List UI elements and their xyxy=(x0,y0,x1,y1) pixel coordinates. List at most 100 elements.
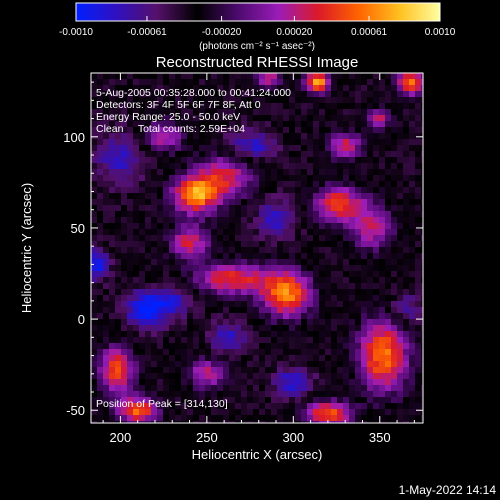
heatmap-cell xyxy=(283,79,290,86)
heatmap-cell xyxy=(187,145,194,152)
heatmap-cell xyxy=(151,295,158,302)
heatmap-cell xyxy=(145,313,152,320)
heatmap-cell xyxy=(343,163,350,170)
heatmap-cell xyxy=(373,91,380,98)
heatmap-cell xyxy=(127,403,134,410)
heatmap-cell xyxy=(187,85,194,92)
heatmap-cell xyxy=(385,367,392,374)
heatmap-cell xyxy=(403,235,410,242)
heatmap-cell xyxy=(97,259,104,266)
heatmap-cell xyxy=(301,181,308,188)
heatmap-cell xyxy=(385,391,392,398)
heatmap-cell xyxy=(103,319,110,326)
heatmap-cell xyxy=(217,403,224,410)
heatmap-cell xyxy=(133,205,140,212)
colorbar-tick-label: -0.00020 xyxy=(202,27,242,38)
heatmap-cell xyxy=(337,391,344,398)
heatmap-cell xyxy=(397,145,404,152)
heatmap-cell xyxy=(229,127,236,134)
heatmap-cell xyxy=(217,175,224,182)
heatmap-cell xyxy=(361,121,368,128)
heatmap-cell xyxy=(301,109,308,116)
heatmap-cell xyxy=(127,289,134,296)
heatmap-cell xyxy=(283,373,290,380)
heatmap-cell xyxy=(187,115,194,122)
heatmap-cell xyxy=(271,319,278,326)
heatmap-cell xyxy=(307,133,314,140)
heatmap-cell xyxy=(193,331,200,338)
heatmap-cell xyxy=(91,175,98,182)
heatmap-cell xyxy=(175,121,182,128)
heatmap-cell xyxy=(151,223,158,230)
heatmap-cell xyxy=(97,355,104,362)
heatmap-cell xyxy=(295,403,302,410)
heatmap-cell xyxy=(175,151,182,158)
heatmap-cell xyxy=(163,163,170,170)
heatmap-cell xyxy=(319,145,326,152)
heatmap-cell xyxy=(337,91,344,98)
heatmap-cell xyxy=(277,223,284,230)
heatmap-cell xyxy=(205,145,212,152)
heatmap-cell xyxy=(409,133,416,140)
heatmap-cell xyxy=(367,343,374,350)
heatmap-cell xyxy=(259,337,266,344)
heatmap-cell xyxy=(97,175,104,182)
heatmap-cell xyxy=(109,79,116,86)
heatmap-cell xyxy=(325,103,332,110)
heatmap-cell xyxy=(187,415,194,422)
heatmap-cell xyxy=(403,247,410,254)
heatmap-cell xyxy=(265,187,272,194)
heatmap-cell xyxy=(97,205,104,212)
heatmap-cell xyxy=(265,307,272,314)
heatmap-cell xyxy=(319,121,326,128)
heatmap-cell xyxy=(235,181,242,188)
heatmap-cell xyxy=(157,397,164,404)
heatmap-cell xyxy=(217,259,224,266)
heatmap-cell xyxy=(139,133,146,140)
heatmap-cell xyxy=(379,199,386,206)
heatmap-cell xyxy=(253,199,260,206)
heatmap-cell xyxy=(325,319,332,326)
heatmap-cell xyxy=(391,343,398,350)
heatmap-cell xyxy=(265,199,272,206)
heatmap-cell xyxy=(187,241,194,248)
heatmap-cell xyxy=(379,121,386,128)
heatmap-cell xyxy=(127,253,134,260)
heatmap-cell xyxy=(169,271,176,278)
heatmap-cell xyxy=(295,91,302,98)
heatmap-cell xyxy=(151,373,158,380)
heatmap-cell xyxy=(175,157,182,164)
heatmap-cell xyxy=(409,169,416,176)
heatmap-cell xyxy=(103,109,110,116)
heatmap-cell xyxy=(127,73,134,80)
heatmap-cell xyxy=(349,409,356,416)
heatmap-cell xyxy=(127,79,134,86)
colorbar-tick-label: -0.0010 xyxy=(59,27,93,38)
heatmap-cell xyxy=(415,91,422,98)
heatmap-cell xyxy=(331,337,338,344)
heatmap-cell xyxy=(163,289,170,296)
heatmap-cell xyxy=(181,145,188,152)
heatmap-cell xyxy=(223,277,230,284)
heatmap-cell xyxy=(415,397,422,404)
heatmap-cell xyxy=(337,301,344,308)
heatmap-cell xyxy=(373,145,380,152)
heatmap-cell xyxy=(133,151,140,158)
heatmap-cell xyxy=(187,169,194,176)
heatmap-cell xyxy=(91,265,98,272)
heatmap-cell xyxy=(145,361,152,368)
heatmap-cell xyxy=(211,79,218,86)
heatmap-cell xyxy=(223,391,230,398)
heatmap-cell xyxy=(193,409,200,416)
heatmap-cell xyxy=(367,397,374,404)
heatmap-cell xyxy=(157,379,164,386)
heatmap-cell xyxy=(313,205,320,212)
heatmap-cell xyxy=(157,385,164,392)
heatmap-cell xyxy=(145,289,152,296)
heatmap-cell xyxy=(157,361,164,368)
heatmap-cell xyxy=(379,313,386,320)
heatmap-cell xyxy=(241,283,248,290)
heatmap-cell xyxy=(355,133,362,140)
heatmap-cell xyxy=(289,337,296,344)
heatmap-cell xyxy=(331,211,338,218)
